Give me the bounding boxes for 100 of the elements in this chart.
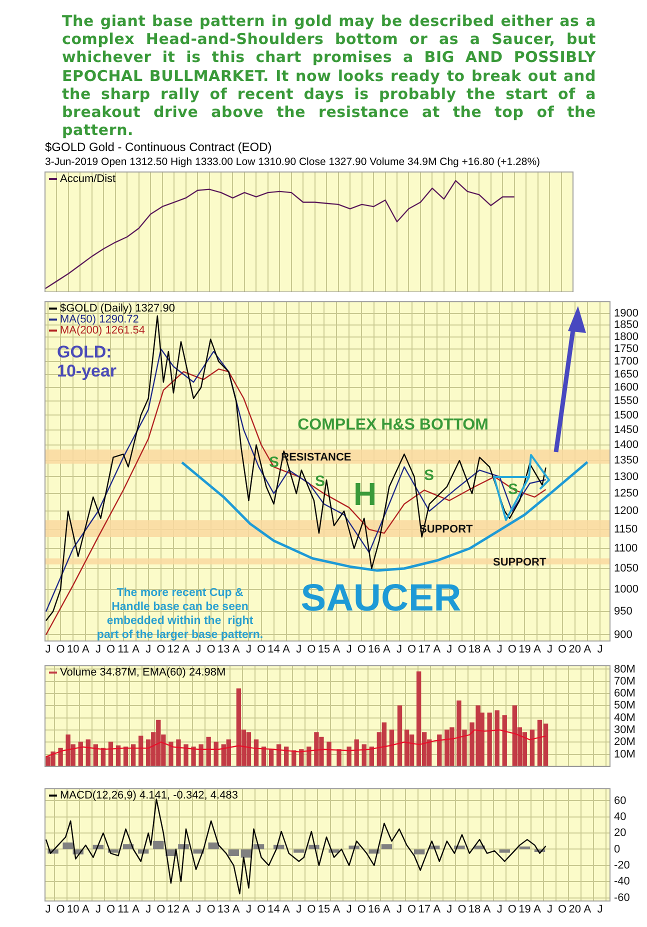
bar (276, 744, 282, 766)
bar (346, 746, 352, 766)
x-tick-label: 11 (118, 904, 129, 916)
x-tick-label: J (246, 644, 252, 656)
bar (176, 739, 181, 766)
x-tick-label: 17 (418, 644, 430, 656)
x-tick-label: J (396, 644, 402, 656)
x-tick-label: O (357, 904, 366, 916)
x-tick-label: J (496, 904, 502, 916)
x-tick-label: 17 (418, 904, 430, 916)
x-tick-label: J (396, 904, 402, 916)
band-label: SUPPORT (493, 556, 546, 568)
x-tick-label: A (182, 904, 190, 916)
x-tick-label: J (95, 644, 101, 656)
bar (362, 744, 366, 766)
x-tick-label: A (584, 904, 592, 916)
x-tick-label: O (357, 644, 366, 656)
x-tick-label: O (307, 644, 316, 656)
bar (191, 746, 196, 766)
x-tick-label: J (346, 644, 352, 656)
bar (502, 715, 507, 766)
annotation: S (424, 467, 434, 484)
x-tick-label: A (483, 644, 492, 656)
y-tick-label: 1200 (614, 505, 638, 518)
y-tick-label: 1300 (614, 470, 638, 483)
x-tick-label: A (82, 904, 90, 916)
y-tick-label: 1850 (614, 319, 638, 332)
x-tick-label: J (45, 644, 51, 656)
x-tick-label: A (383, 904, 392, 916)
y-tick-label: 1500 (614, 409, 638, 422)
annotation: H (353, 476, 377, 512)
bar (530, 730, 535, 766)
x-tick-label: A (132, 644, 140, 656)
annotation: COMPLEX H&S BOTTOM (298, 416, 488, 434)
bar (487, 712, 492, 766)
bar (397, 705, 402, 766)
bar (326, 742, 332, 766)
x-tick-label: O (307, 904, 316, 916)
x-tick-label: 13 (218, 644, 230, 656)
x-tick-label: A (433, 904, 442, 916)
x-tick-label: O (206, 644, 216, 656)
bar (519, 846, 530, 850)
x-tick-label: 14 (268, 644, 280, 656)
x-tick-label: 16 (368, 644, 380, 656)
x-tick-label: A (383, 644, 392, 656)
bar (228, 849, 240, 856)
x-tick-label: A (332, 904, 341, 916)
y-tick-label: 1000 (614, 584, 638, 596)
bar (494, 710, 500, 766)
x-tick-label: J (196, 644, 202, 656)
bar (206, 736, 211, 766)
y-tick-label: 950 (614, 606, 632, 618)
y-tick-label: 1400 (614, 438, 638, 451)
x-tick-label: O (558, 644, 568, 656)
x-tick-label: O (408, 904, 417, 916)
x-tick-label: J (446, 904, 452, 916)
x-tick-label: A (534, 904, 542, 916)
bar (306, 746, 312, 766)
x-tick-label: J (496, 644, 502, 656)
x-tick-label: A (534, 644, 542, 656)
x-tick-label: A (282, 904, 291, 916)
legend-label: MA(200) 1261.54 (60, 324, 145, 337)
x-tick-label: 19 (518, 644, 531, 656)
legend-label: $GOLD (Daily) 1327.90 (60, 302, 175, 315)
x-tick-label: O (56, 644, 66, 656)
x-tick-label: J (95, 904, 101, 916)
bar (58, 748, 63, 766)
x-tick-label: 18 (468, 904, 481, 916)
annotation: S (314, 473, 326, 490)
y-tick-label: 900 (614, 628, 632, 641)
x-tick-label: O (106, 644, 116, 656)
x-tick-label: A (433, 644, 442, 656)
x-tick-label: A (232, 644, 241, 656)
x-tick-label: J (45, 904, 51, 916)
y-tick-label: 60M (614, 688, 636, 700)
bar (437, 734, 442, 766)
x-tick-label: 11 (118, 644, 129, 656)
y-tick-label: 20M (614, 736, 636, 748)
x-tick-label: 10 (66, 644, 80, 656)
y-tick-label: 40M (614, 712, 636, 724)
bar (268, 749, 274, 766)
x-tick-label: O (156, 904, 166, 916)
bar (499, 849, 510, 853)
y-tick-label: 1350 (614, 454, 638, 467)
x-tick-label: O (508, 904, 517, 916)
y-tick-label: -40 (614, 876, 630, 888)
x-tick-label: O (508, 644, 517, 656)
x-tick-label: O (408, 644, 417, 656)
y-tick-label: 1050 (614, 562, 638, 575)
x-tick-label: J (146, 644, 152, 656)
x-tick-label: 19 (518, 904, 531, 916)
bar (168, 742, 174, 766)
y-tick-label: 30M (614, 724, 636, 736)
bar (294, 849, 304, 853)
chart-subtitle: $GOLD Gold - Continuous Contract (EOD) (45, 140, 272, 154)
x-tick-label: 16 (368, 904, 380, 916)
bar (86, 739, 90, 766)
x-tick-label: A (82, 644, 90, 656)
y-tick-label: 50M (614, 700, 636, 712)
x-tick-label: J (246, 904, 252, 916)
